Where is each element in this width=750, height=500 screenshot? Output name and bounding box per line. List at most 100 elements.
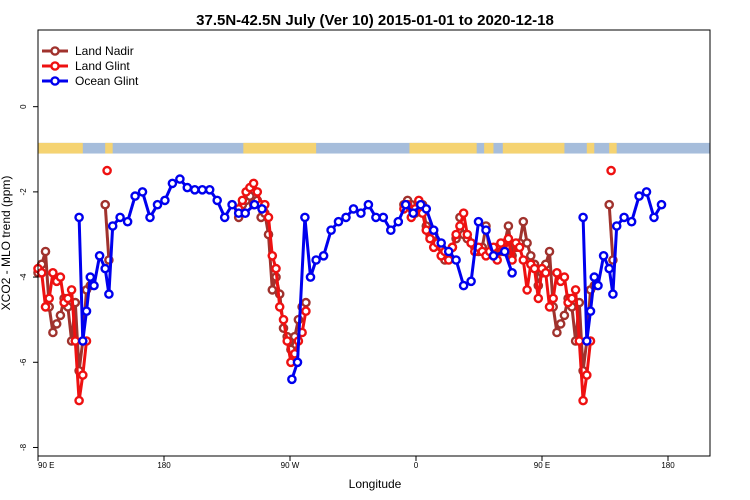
data-point	[287, 374, 297, 385]
series-layer	[33, 165, 667, 406]
data-point	[559, 310, 570, 321]
x-tick-label: 90 W	[281, 461, 300, 470]
data-point	[585, 306, 596, 317]
x-axis-label: Longitude	[349, 477, 402, 491]
data-point	[466, 238, 476, 248]
y-axis-label: XCO2 - MLO trend (ppm)	[0, 176, 13, 311]
data-point	[656, 199, 667, 210]
data-point	[305, 272, 316, 282]
x-tick-label: 180	[661, 461, 675, 470]
data-point	[385, 225, 396, 235]
data-point	[40, 302, 51, 312]
chart-title: 37.5N-42.5N July (Ver 10) 2015-01-01 to …	[196, 12, 554, 29]
land-band-segment	[38, 142, 83, 154]
x-tick-label: 90 E	[38, 461, 54, 470]
data-point	[78, 336, 88, 346]
data-point	[341, 212, 351, 223]
x-tick-label: 90 E	[534, 461, 550, 470]
data-point	[70, 336, 81, 346]
data-point	[606, 165, 616, 176]
data-point	[36, 267, 47, 278]
data-point	[589, 272, 600, 282]
land-band-segment	[409, 142, 477, 154]
data-point	[85, 272, 96, 282]
data-point	[436, 238, 447, 248]
data-point	[55, 310, 66, 321]
data-point	[570, 285, 581, 295]
data-point	[107, 221, 118, 231]
data-point	[443, 255, 454, 265]
data-point	[567, 293, 577, 304]
data-point	[514, 242, 525, 253]
data-point	[51, 319, 62, 329]
data-point	[78, 370, 88, 380]
legend-label: Land Glint	[75, 59, 130, 73]
data-point	[102, 165, 112, 176]
data-point	[421, 204, 432, 214]
data-point	[55, 272, 66, 282]
plot-frame	[37, 29, 711, 457]
data-point	[267, 250, 278, 261]
data-point	[455, 221, 465, 231]
data-point	[219, 212, 230, 223]
data-point	[540, 267, 551, 278]
data-point	[115, 212, 125, 223]
data-point	[458, 208, 469, 218]
data-point	[175, 174, 185, 184]
data-point	[518, 255, 529, 265]
land-band-segment	[502, 142, 565, 154]
data-point	[544, 302, 555, 312]
data-point	[526, 250, 536, 261]
data-point	[48, 327, 58, 338]
data-point	[160, 195, 170, 206]
data-point	[522, 238, 532, 248]
data-point	[574, 336, 585, 346]
data-point	[122, 216, 133, 227]
data-point	[578, 395, 588, 406]
data-point	[48, 267, 58, 278]
legend-swatch-marker	[50, 61, 60, 71]
legend-item: Land Glint	[42, 59, 130, 73]
data-point	[608, 289, 618, 299]
data-point	[240, 208, 250, 218]
y-tick-label: -4	[19, 273, 28, 281]
data-point	[522, 285, 532, 295]
data-point	[458, 280, 469, 291]
data-point	[371, 212, 381, 223]
data-point	[559, 272, 570, 282]
data-point	[44, 293, 55, 304]
data-point	[204, 184, 215, 195]
x-axis: 90 E 180 90 W 0 90 E 180	[37, 456, 675, 470]
data-point	[356, 208, 366, 218]
data-point	[626, 216, 637, 227]
y-tick-label: -6	[19, 358, 28, 366]
y-tick-label: -2	[19, 188, 28, 196]
x-tick-label: 180	[157, 461, 171, 470]
data-point	[311, 255, 321, 265]
data-point	[507, 267, 517, 278]
data-point	[496, 238, 506, 248]
legend-swatch-marker	[50, 46, 60, 56]
data-point	[649, 212, 659, 223]
data-point	[552, 327, 562, 338]
data-point	[333, 216, 344, 227]
data-point	[518, 216, 529, 227]
y-tick-label: -8	[19, 443, 28, 451]
data-point	[74, 395, 84, 406]
data-point	[257, 204, 267, 214]
data-point	[152, 199, 163, 210]
series-line	[607, 204, 615, 261]
data-point	[578, 212, 588, 223]
x-tick-label: 0	[414, 461, 419, 470]
land-ocean-band	[38, 142, 710, 154]
data-point	[66, 285, 77, 295]
data-point	[428, 225, 439, 235]
data-point	[425, 233, 435, 244]
legend-label: Land Nadir	[75, 44, 134, 58]
y-axis: 0 -2 -4 -6 -8	[19, 104, 38, 451]
data-point	[274, 302, 285, 312]
data-point	[393, 216, 404, 227]
data-point	[611, 221, 622, 231]
land-band-segment	[105, 142, 113, 154]
